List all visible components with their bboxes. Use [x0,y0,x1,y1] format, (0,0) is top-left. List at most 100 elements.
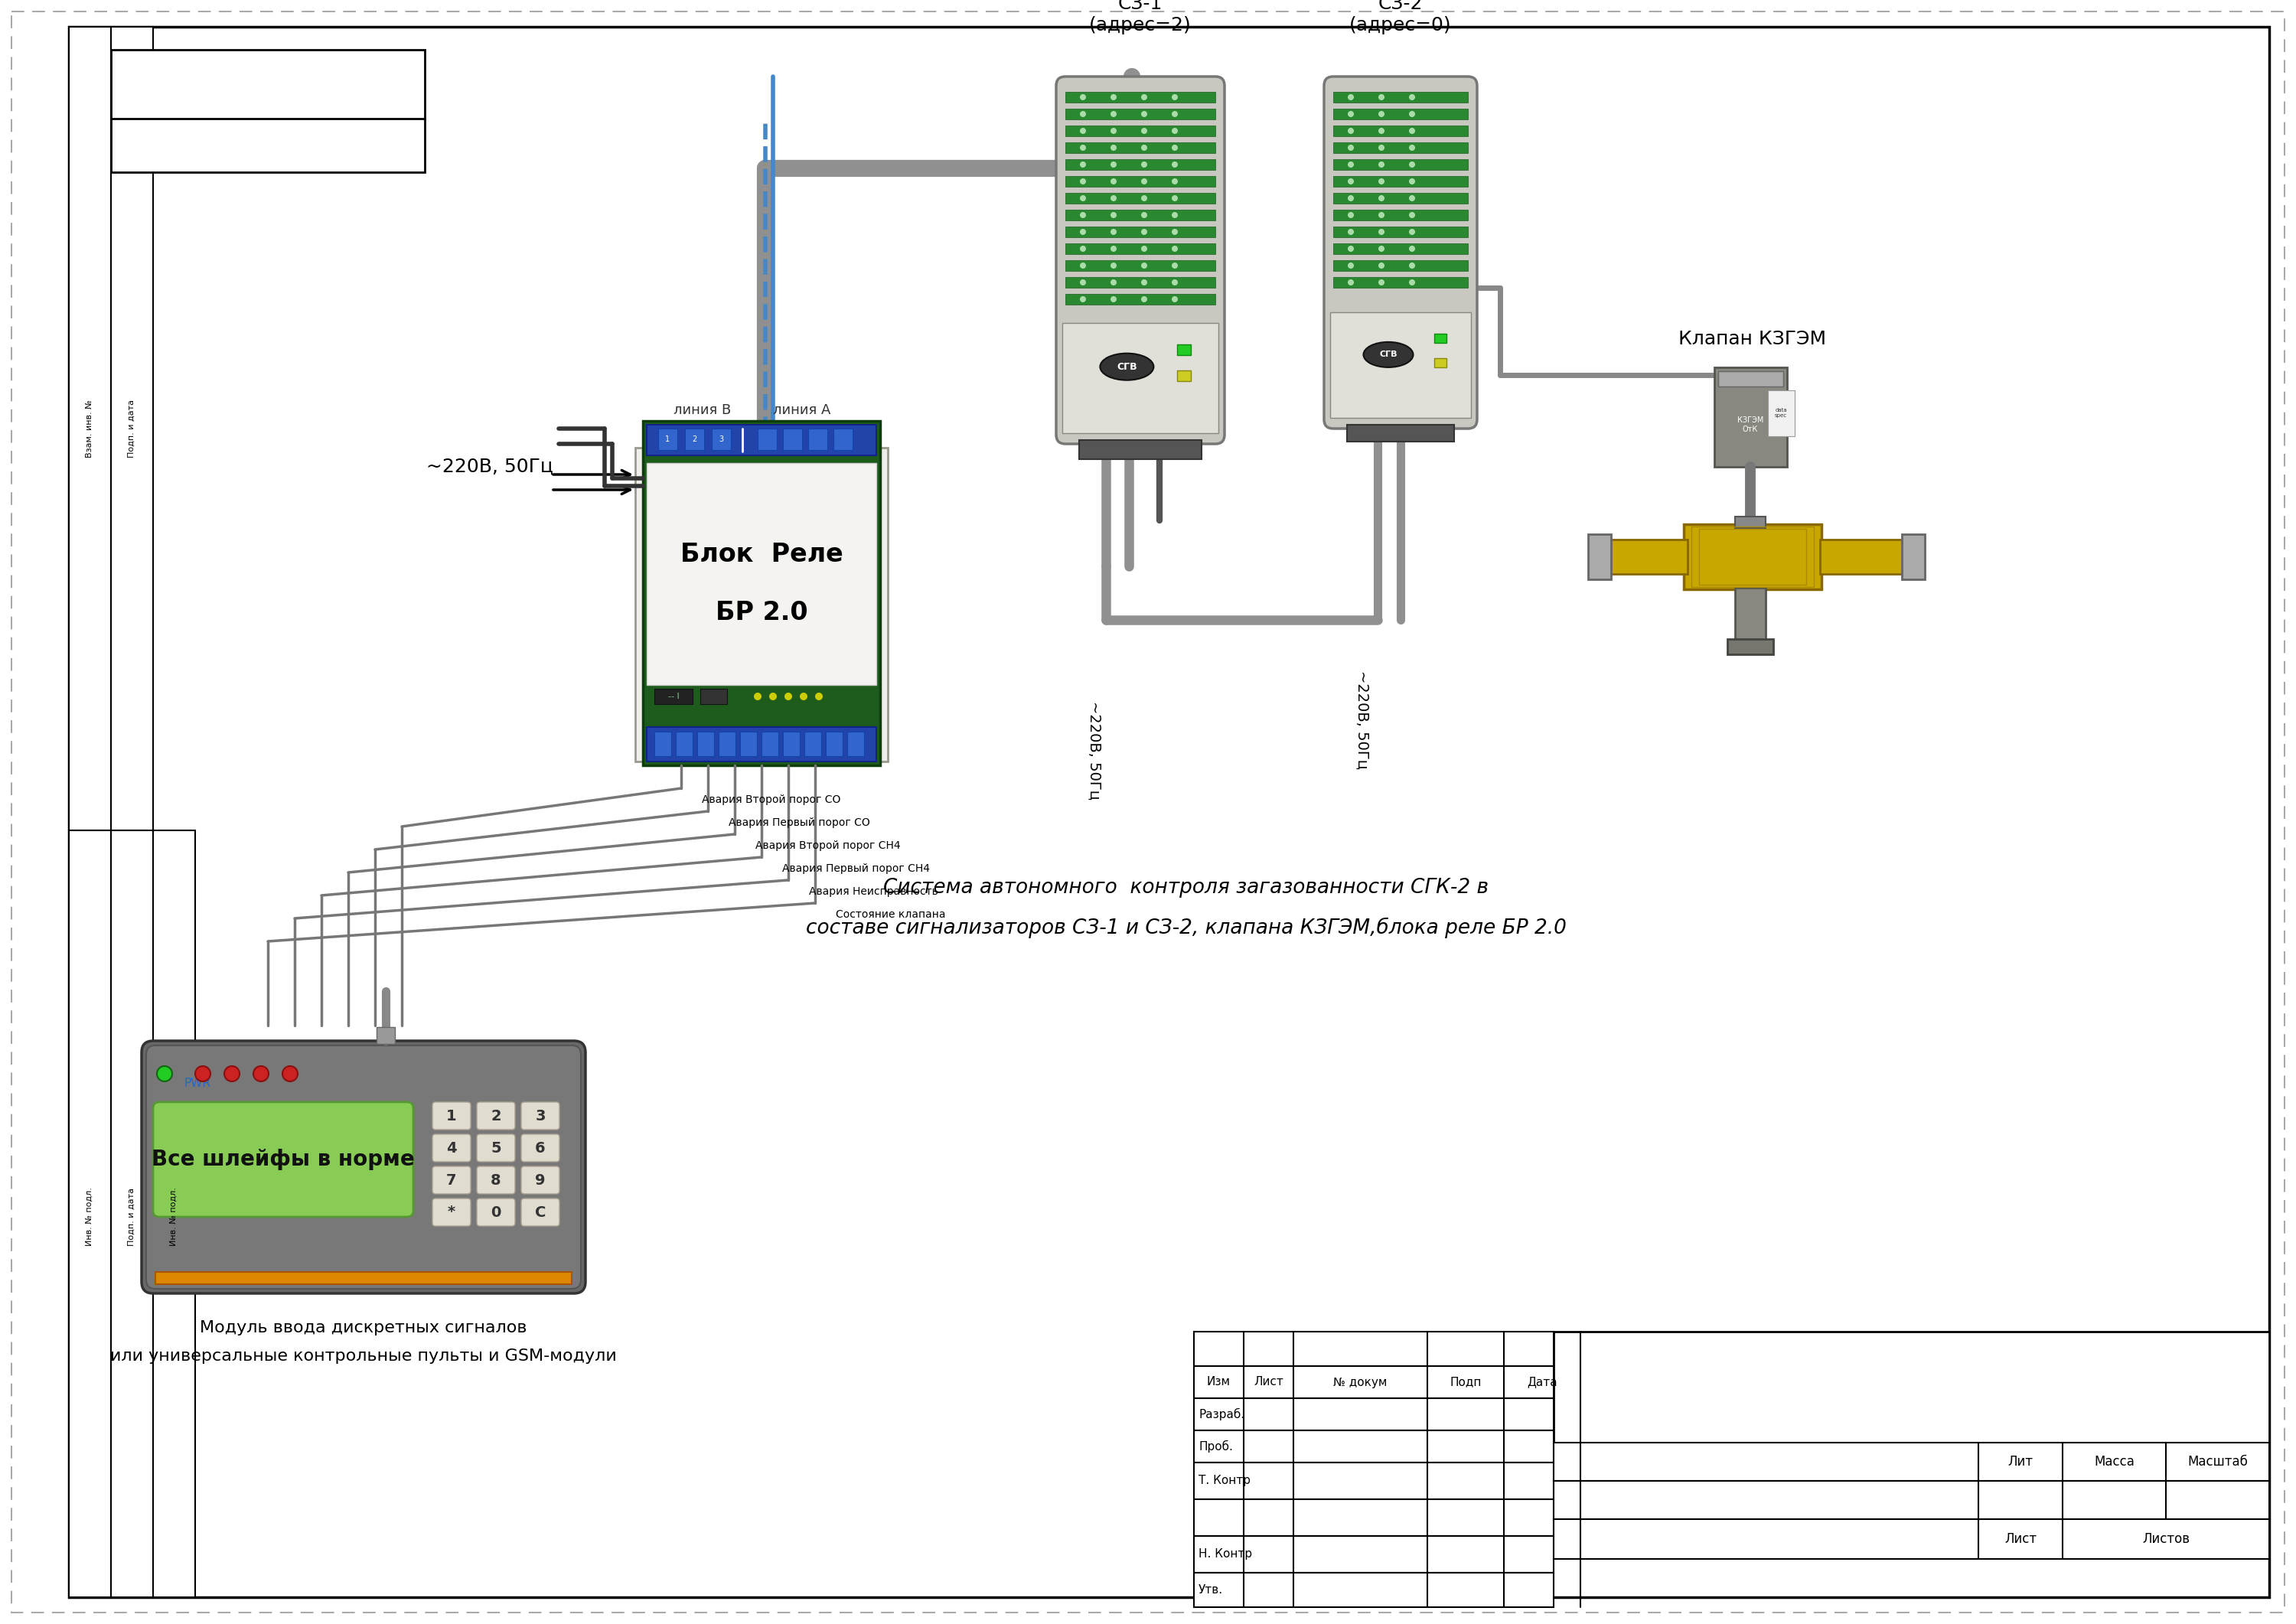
Circle shape [1079,229,1086,235]
Text: линия В: линия В [673,403,730,417]
Circle shape [1348,110,1355,117]
FancyBboxPatch shape [1325,76,1476,429]
Circle shape [1410,245,1414,252]
Circle shape [1348,94,1355,101]
Text: Разраб.: Разраб. [1199,1408,1244,1421]
Circle shape [1111,263,1116,268]
Bar [1079,440,1201,460]
Text: СЗ-2
(адрес=0): СЗ-2 (адрес=0) [1350,0,1451,34]
Text: *: * [448,1205,455,1220]
Circle shape [1348,128,1355,133]
Bar [1334,278,1467,287]
Circle shape [1111,279,1116,286]
Circle shape [282,1065,298,1082]
Bar [647,425,877,455]
Circle shape [1410,229,1414,235]
Text: Н. Контр: Н. Контр [1199,1549,1251,1561]
Bar [1194,1431,1554,1463]
Bar [1334,125,1467,136]
Text: PWR: PWR [184,1077,211,1088]
Bar [1178,344,1192,356]
FancyBboxPatch shape [432,1103,471,1130]
Circle shape [1141,145,1148,151]
Bar [1554,1332,2268,1442]
Circle shape [1171,229,1178,235]
Text: Лист: Лист [2004,1531,2037,1546]
Circle shape [1141,245,1148,252]
Circle shape [1079,296,1086,302]
Circle shape [1410,213,1414,218]
Bar [1065,175,1215,187]
Circle shape [253,1065,269,1082]
Circle shape [1079,110,1086,117]
Bar [1334,244,1467,253]
Circle shape [1141,195,1148,201]
Ellipse shape [1100,354,1153,380]
FancyBboxPatch shape [432,1166,471,1194]
Circle shape [1171,94,1178,101]
Text: Инв. № подл.: Инв. № подл. [170,1187,177,1246]
Bar [1194,1366,1554,1398]
Bar [783,429,801,450]
Bar [1554,1442,2268,1481]
Text: 8: 8 [491,1173,501,1187]
Bar [1607,539,1688,573]
Circle shape [1141,213,1148,218]
Text: Подп: Подп [1449,1377,1481,1389]
Text: Инв. № подл.: Инв. № подл. [85,1187,94,1246]
Text: -- I: -- I [668,692,680,700]
Text: Утв.: Утв. [1199,1583,1224,1596]
Circle shape [1378,128,1384,133]
Circle shape [1348,245,1355,252]
Circle shape [1141,179,1148,185]
Text: Т. Контр: Т. Контр [1199,1475,1251,1486]
Bar [1065,260,1215,271]
Text: Система автономного  контроля загазованности СГК-2 в: Система автономного контроля загазованно… [884,879,1488,898]
Text: Авария Второй порог CH4: Авария Второй порог CH4 [755,840,900,851]
Circle shape [1171,245,1178,252]
Bar [1065,193,1215,203]
Circle shape [1410,179,1414,185]
Bar [1194,1536,1554,1572]
Bar [1334,93,1467,102]
Bar [1821,539,1903,573]
Circle shape [1348,213,1355,218]
Bar [762,732,778,757]
Text: 7: 7 [445,1173,457,1187]
Bar [110,50,425,172]
Text: 0: 0 [491,1205,501,1220]
Bar [1435,333,1446,343]
Bar [1683,525,1821,590]
Text: Лист: Лист [1254,1377,1283,1389]
Circle shape [1079,94,1086,101]
Text: Авария Неисправность: Авария Неисправность [808,887,939,896]
Circle shape [1378,179,1384,185]
Circle shape [1171,161,1178,167]
Bar [110,830,154,1598]
Circle shape [1378,145,1384,151]
FancyBboxPatch shape [432,1134,471,1161]
Circle shape [1141,296,1148,302]
Bar [1435,359,1446,367]
Bar [1554,1518,2268,1559]
Circle shape [785,692,792,700]
Bar [1065,125,1215,136]
Text: Изм: Изм [1208,1377,1231,1389]
Circle shape [1171,213,1178,218]
Circle shape [1079,279,1086,286]
Bar [739,732,758,757]
Bar [1194,1499,1554,1536]
Bar [1554,1481,2268,1518]
Circle shape [799,692,808,700]
Circle shape [1171,179,1178,185]
Text: Блок  Реле: Блок Реле [680,542,843,567]
Text: Подп. и дата: Подп. и дата [129,1187,135,1246]
Text: Все шлейфы в норме: Все шлейфы в норме [152,1148,416,1171]
FancyBboxPatch shape [1056,76,1224,443]
Text: 2: 2 [491,1109,501,1124]
Circle shape [1079,128,1086,133]
Bar [377,1026,395,1044]
Circle shape [1141,279,1148,286]
Text: Подп. и дата: Подп. и дата [129,400,135,458]
Bar [1589,534,1612,580]
